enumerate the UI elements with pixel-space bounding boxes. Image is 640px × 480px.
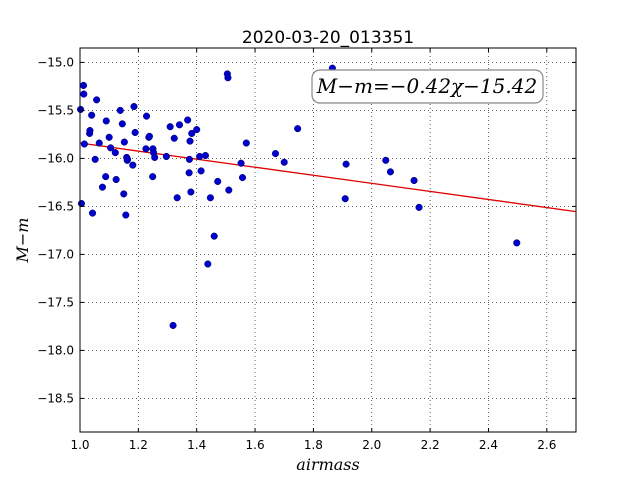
data-point <box>169 321 177 329</box>
data-point <box>102 173 110 181</box>
data-point <box>224 74 232 82</box>
data-point <box>410 176 418 185</box>
data-point <box>118 120 126 128</box>
data-point <box>151 153 159 161</box>
data-point <box>186 137 194 145</box>
data-point <box>193 126 201 134</box>
data-point <box>88 111 96 119</box>
fit-line-layer <box>79 142 577 213</box>
axis-ticks: 1.0 1.2 1.4 1.6 1.8 2.0 2.2 2.4 2.6 −15.0 −15.5 −16… <box>37 48 576 452</box>
data-point <box>196 152 204 161</box>
y-tick-label: −16.5 <box>37 199 74 213</box>
data-point <box>201 151 210 160</box>
data-point <box>170 134 178 142</box>
data-point <box>197 167 205 175</box>
data-point <box>225 186 233 194</box>
data-point <box>86 127 94 135</box>
data-point <box>142 112 151 120</box>
x-tick-label: 1.8 <box>304 438 323 452</box>
data-point <box>237 159 245 167</box>
data-point <box>105 133 113 141</box>
data-point <box>80 140 88 148</box>
plot-area: 1.0 1.2 1.4 1.6 1.8 2.0 2.2 2.4 2.6 −15.0 −15.5 −16… <box>37 47 577 452</box>
data-point <box>271 150 280 158</box>
data-point <box>238 174 247 182</box>
data-point <box>95 139 103 147</box>
data-point <box>187 188 195 196</box>
fit-line <box>79 142 577 213</box>
x-tick-label: 1.0 <box>70 438 89 452</box>
y-tick-label: −18.5 <box>37 391 74 405</box>
y-tick-label: −15.5 <box>37 103 74 117</box>
data-point <box>98 183 107 191</box>
data-point <box>166 123 174 131</box>
y-tick-label: −16.0 <box>37 151 74 165</box>
grid-lines <box>80 48 576 432</box>
data-point <box>77 105 85 113</box>
fit-equation-text: M−m=−0.42χ−15.42 <box>316 74 537 98</box>
data-point <box>91 155 99 163</box>
data-point <box>77 199 86 208</box>
data-point <box>120 138 128 146</box>
data-point <box>149 173 157 181</box>
data-point <box>280 158 288 166</box>
data-point <box>184 116 192 124</box>
data-point <box>214 177 222 185</box>
data-point <box>145 132 153 140</box>
data-point <box>129 161 137 169</box>
data-points <box>77 64 521 329</box>
data-point <box>382 156 390 164</box>
data-point <box>122 211 130 219</box>
data-point <box>185 169 193 177</box>
x-axis-label: airmass <box>296 455 359 474</box>
data-point <box>206 194 214 202</box>
data-point <box>415 203 423 211</box>
x-tick-label: 1.4 <box>187 438 206 452</box>
x-tick-label: 2.2 <box>421 438 440 452</box>
data-point <box>162 152 170 161</box>
data-point <box>116 106 124 114</box>
y-tick-label: −15.0 <box>37 55 74 69</box>
data-point <box>210 232 218 240</box>
data-point <box>111 149 119 157</box>
data-point <box>130 103 138 111</box>
data-point <box>513 239 521 247</box>
y-axis-label: M−m <box>13 218 32 264</box>
y-tick-label: −18.0 <box>37 343 74 357</box>
x-tick-label: 1.2 <box>129 438 148 452</box>
x-tick-label: 2.6 <box>537 438 556 452</box>
y-tick-label: −17.5 <box>37 295 74 309</box>
data-point <box>185 155 193 163</box>
fit-equation-frame <box>311 69 544 104</box>
data-point <box>294 125 302 133</box>
data-point <box>342 160 350 168</box>
data-point <box>112 175 120 184</box>
chart-title: 2020-03-20_013351 <box>242 28 414 48</box>
data-point <box>102 117 110 125</box>
data-point <box>175 121 184 129</box>
data-point <box>173 194 181 202</box>
x-tick-label: 2.4 <box>479 438 498 452</box>
plot-background <box>80 48 576 432</box>
x-tick-label: 1.6 <box>246 438 265 452</box>
data-point <box>131 128 139 137</box>
x-tick-label: 2.0 <box>362 438 381 452</box>
data-point <box>204 260 212 268</box>
data-point <box>107 144 115 152</box>
data-point <box>79 81 88 89</box>
fit-equation-box: M−m=−0.42χ−15.42 <box>311 69 544 104</box>
data-point <box>341 195 349 203</box>
data-point <box>120 190 128 198</box>
data-point <box>80 90 88 98</box>
data-point <box>124 155 132 163</box>
data-point <box>88 209 97 217</box>
data-point <box>142 145 150 153</box>
data-point <box>188 129 196 137</box>
data-point <box>93 96 101 104</box>
data-point <box>386 168 394 176</box>
data-point <box>242 139 250 147</box>
y-tick-label: −17.0 <box>37 247 74 261</box>
plot-frame <box>79 47 577 433</box>
